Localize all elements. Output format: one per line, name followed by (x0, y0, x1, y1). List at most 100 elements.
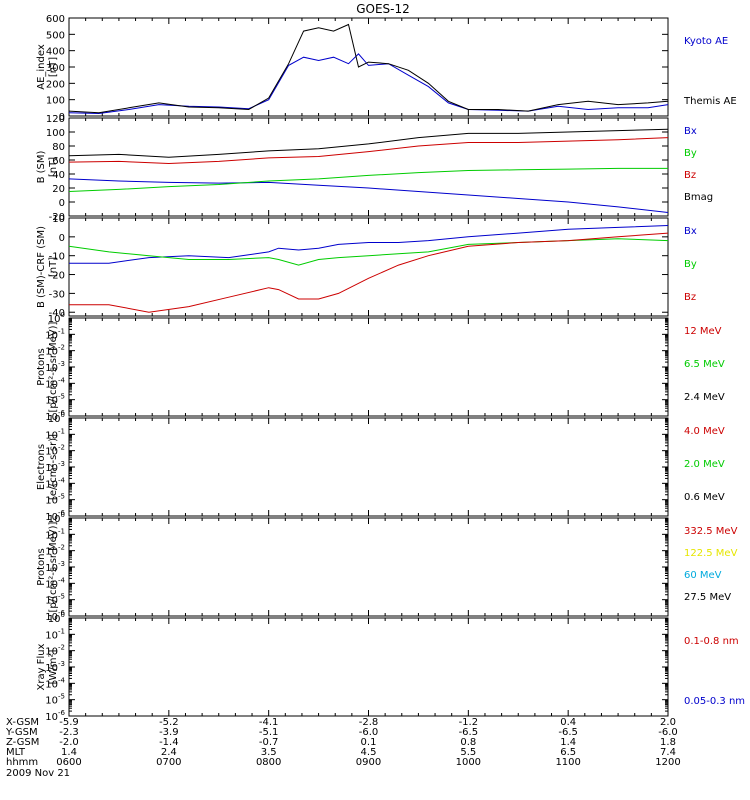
orbit-value: -6.0 (658, 727, 678, 738)
orbit-row-label: Y-GSM (5, 727, 38, 738)
legend-entry: Bmag (684, 192, 713, 203)
y-tick-label: 10-5 (45, 693, 65, 707)
y-tick-label: -20 (49, 212, 65, 223)
legend-entry: 6.5 MeV (684, 359, 725, 370)
orbit-value: 3.5 (261, 747, 277, 758)
orbit-value: 0700 (156, 757, 181, 768)
orbit-value: 2.0 (660, 717, 676, 728)
legend-entry: Bz (684, 170, 696, 181)
figure-title: GOES-12 (356, 2, 410, 16)
series-line-bz (68, 137, 669, 165)
y-tick-label: 80 (52, 142, 65, 153)
orbit-value: 1.8 (660, 737, 676, 748)
panel-frame (68, 117, 669, 217)
y-tick-label: 0 (59, 198, 65, 209)
legend-entry: Themis AE (683, 96, 737, 107)
y-axis-label: AE_index (36, 44, 47, 90)
legend-entry: Bx (684, 126, 697, 137)
series-line-themis-ae (68, 23, 669, 114)
legend-entry: Bx (684, 226, 697, 237)
legend-entry: 0.1-0.8 nm (684, 636, 739, 647)
orbit-value: -2.0 (59, 737, 79, 748)
y-tick-label: 20 (52, 184, 65, 195)
y-axis-label: Protons (36, 348, 47, 385)
panel-1: 0 100 200 300 400 500 600 AE_index [nT] Kyoto AE T… (36, 14, 737, 123)
orbit-row-label: MLT (6, 747, 26, 758)
legend-entry: 2.4 MeV (684, 392, 725, 403)
orbit-value: -4.1 (259, 717, 279, 728)
y-tick-label: 100 (48, 611, 65, 625)
orbit-value: -2.3 (59, 727, 79, 738)
y-axis-label: Xray Flux (36, 643, 47, 690)
panel-frame (68, 317, 669, 417)
series-line-bx (68, 178, 669, 213)
y-tick-label: 500 (46, 30, 65, 41)
orbit-value: -6.0 (359, 727, 379, 738)
orbit-row-label: X-GSM (6, 717, 39, 728)
legend-entry: 12 MeV (684, 326, 722, 337)
orbit-value: 1000 (456, 757, 481, 768)
orbit-value: 0800 (256, 757, 281, 768)
panel-frame (68, 517, 669, 617)
y-tick-label: 10 (52, 214, 65, 225)
y-axis-label: B (SM)-CRF (SM) (36, 226, 47, 308)
y-tick-label: 100 (46, 96, 65, 107)
y-axis-label: [nT] (48, 257, 59, 277)
orbit-row-label: hhmm (6, 757, 38, 768)
y-axis-label: [p/(cm²-s-sr-MeV)] (48, 521, 59, 612)
legend-entry: 122.5 MeV (684, 548, 738, 559)
y-axis-label: Protons (36, 548, 47, 585)
panel-frame (68, 17, 669, 117)
orbit-value: 0600 (56, 757, 81, 768)
y-tick-label: 10-1 (45, 627, 65, 641)
orbit-value: -6.5 (558, 727, 578, 738)
orbit-value: -6.5 (459, 727, 479, 738)
date-label: 2009 Nov 21 (6, 768, 70, 779)
orbit-value: 1100 (555, 757, 580, 768)
y-tick-label: 60 (52, 156, 65, 167)
y-tick-label: -20 (49, 271, 65, 282)
orbit-value: 2.4 (161, 747, 177, 758)
orbit-value: 7.4 (660, 747, 676, 758)
orbit-value: -0.7 (259, 737, 279, 748)
series-line-kyoto-ae (68, 53, 669, 115)
panel-3: -40 -30 -20 -10 0 10 B (SM)-CRF (SM) [nT] Bx By Bz (36, 214, 697, 319)
legend-entry: 0.05-0.3 nm (684, 696, 745, 707)
series-line-bz (69, 232, 669, 313)
legend-entry: 0.6 MeV (684, 492, 725, 503)
y-tick-label: 100 (46, 128, 65, 139)
y-tick-label: 300 (46, 63, 65, 74)
orbit-value: 1.4 (560, 737, 576, 748)
orbit-value: 6.5 (560, 747, 576, 758)
orbit-row-label: Z-GSM (6, 737, 39, 748)
y-tick-label: 0 (59, 112, 65, 123)
y-tick-label: -40 (49, 308, 65, 319)
panel-frame (68, 217, 669, 317)
y-tick-label: 100 (48, 411, 65, 425)
series-line-bx (69, 225, 669, 264)
y-axis-label: [p/(cm²-s-sr-MeV)] (48, 321, 59, 412)
orbit-value: 4.5 (361, 747, 377, 758)
y-tick-label: 40 (52, 170, 65, 181)
y-tick-label: 600 (46, 14, 65, 25)
panel-frame (68, 417, 669, 517)
legend-entry: 4.0 MeV (684, 426, 725, 437)
y-tick-label: 200 (46, 79, 65, 90)
series-line-by (68, 167, 668, 192)
orbit-value: 5.5 (460, 747, 476, 758)
orbit-value: -3.9 (159, 727, 179, 738)
orbit-value: 0.1 (361, 737, 377, 748)
legend-entry: 332.5 MeV (684, 526, 738, 537)
orbit-value: -1.2 (459, 717, 479, 728)
orbit-value: 0.4 (560, 717, 576, 728)
y-tick-label: 400 (46, 47, 65, 58)
y-tick-label: 0 (59, 233, 65, 244)
orbit-value: 0.8 (460, 737, 476, 748)
